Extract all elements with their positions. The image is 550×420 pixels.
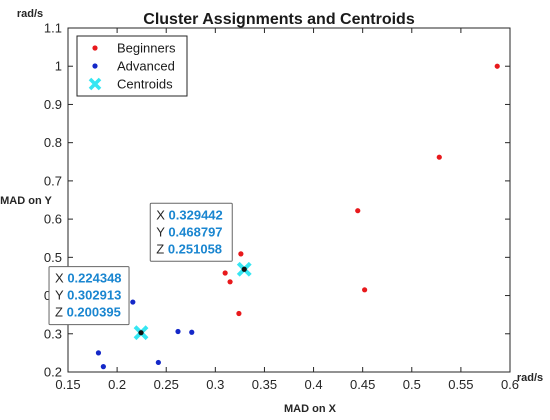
advanced-point [155,359,161,366]
legend-label-advanced: Advanced [117,59,175,74]
y-tick-label: 0.9 [44,97,62,112]
datatip-key: Z [156,241,168,256]
x-tick-label: 0.4 [305,377,323,392]
x-unit-label: rad/s [517,372,543,384]
datatip-value: 0.302913 [67,288,121,303]
axes: 0.15 0.2 0.25 0.3 0.35 0.4 0.45 0.5 0.55 0.60.20.… [44,21,519,393]
advanced-point [189,329,195,335]
advanced-point [100,364,106,370]
x-tick-label: 0.2 [108,377,126,392]
y-tick-label: 1.1 [44,21,62,36]
datatip-line: Y 0.468797 [156,224,222,239]
x-tick-label: 0.45 [350,377,375,392]
y-tick-label: 0.7 [44,173,62,188]
legend-swatch-beginners [92,45,98,51]
datatip-key: Y [156,224,168,239]
beginners-point [362,287,368,293]
datatip-anchor [138,330,144,336]
datatip-line: Z 0.200395 [55,305,121,320]
y-tick-label: 0.6 [44,212,62,227]
beginners-point [238,251,244,257]
beginners-point [236,310,242,317]
datatip-value: 0.468797 [168,224,222,239]
y-unit-label: rad/s [17,8,43,20]
x-tick-label: 0.6 [501,377,519,392]
legend-swatch-centroids [88,77,102,91]
legend-label-centroids: Centroids [117,77,173,92]
legend-item-advanced: Advanced [92,59,175,74]
y-tick-label: 0.5 [44,250,62,265]
datatip-value: 0.200395 [67,305,121,320]
x-tick-label: 0.55 [448,377,473,392]
datatip-key: X [55,271,67,286]
datatip-key: X [156,207,168,222]
y-tick-label: 0.3 [44,326,62,341]
legend-item-beginners: Beginners [92,41,176,56]
beginners-point [355,208,361,214]
chart-title: Cluster Assignments and Centroids [143,11,415,28]
legend: Beginners Advanced Centroids [76,35,188,97]
legend-label-beginners: Beginners [117,41,176,56]
beginners-point [436,154,442,160]
legend-swatch-advanced [92,63,98,69]
datatip-value: 0.224348 [67,271,121,286]
beginners-point [222,270,228,276]
x-tick-label: 0.35 [252,377,277,392]
beginners-point [494,63,500,69]
datatip-value: 0.329442 [169,207,223,222]
x-tick-label: 0.3 [206,377,224,392]
datatip-line: X 0.224348 [55,271,122,286]
x-tick-label: 0.15 [55,377,80,392]
y-tick-label: 0.2 [44,365,62,380]
y-axis-label: MAD on Y [0,195,52,207]
beginners-point [227,279,233,285]
x-tick-label: 0.5 [403,377,421,392]
plot-box [67,27,511,373]
datatip-value: 0.251058 [168,241,222,256]
datatip-line: Z 0.251058 [156,241,222,256]
x-tick-label: 0.25 [154,377,179,392]
datatip-box [149,202,233,262]
y-tick-label: 1 [55,59,62,74]
legend-item-centroids: Centroids [88,77,173,92]
advanced-point [175,328,181,335]
datatip-anchor [241,266,247,272]
datatip-key: Y [55,288,67,303]
x-axis-label: MAD on X [284,403,337,415]
advanced-point [95,350,102,356]
advanced-point [130,299,136,305]
y-tick-label: 0.8 [44,135,62,150]
datatip-key: Z [55,305,67,320]
datatip-line: X 0.329442 [156,207,223,222]
centroid-stroke [88,77,102,91]
datatip-line: Y 0.302913 [55,288,121,303]
datatip-box [48,266,130,326]
